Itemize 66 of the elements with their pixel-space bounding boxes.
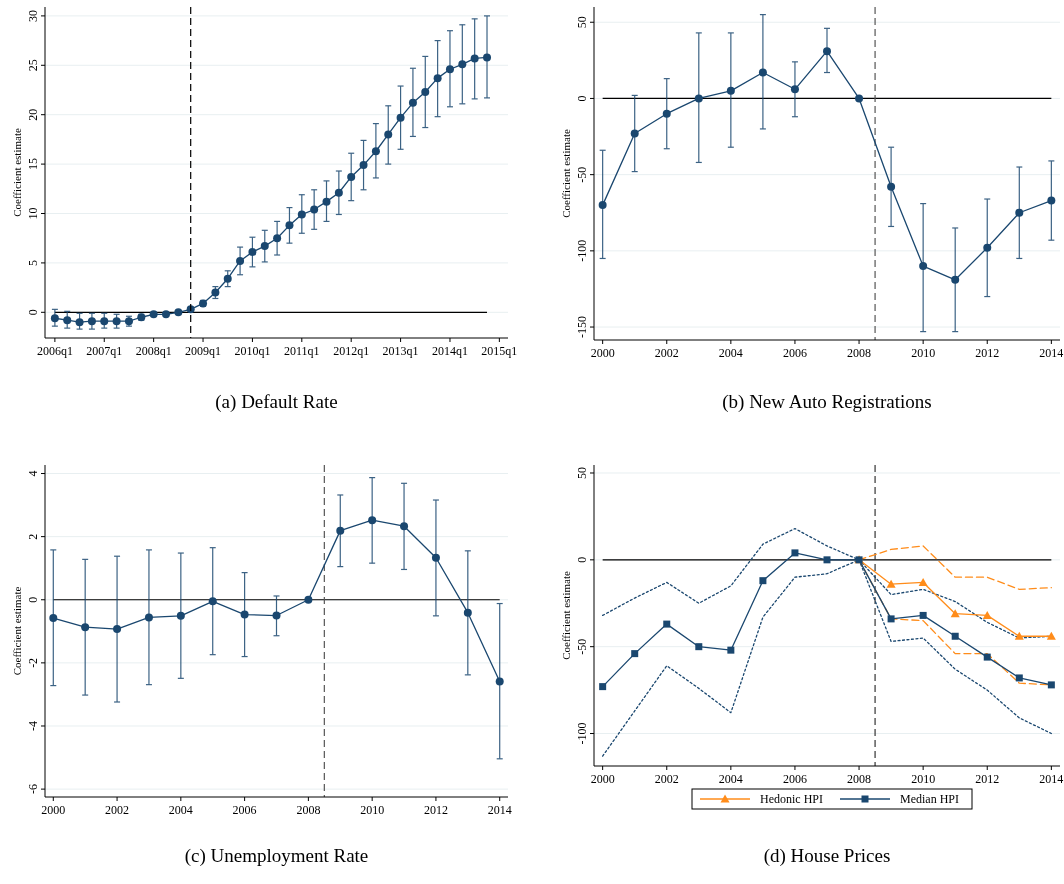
y-axis-title: Coefficient estimate xyxy=(560,571,572,660)
x-tick-label: 2015q1 xyxy=(481,344,518,358)
x-tick-label: 2013q1 xyxy=(382,344,419,358)
x-tick-label: 2010 xyxy=(360,803,385,817)
x-tick-label: 2002 xyxy=(654,346,679,360)
legend-label: Median HPI xyxy=(900,792,959,806)
x-tick-label: 2004 xyxy=(718,772,743,786)
y-tick-label: -4 xyxy=(26,720,40,731)
y-tick-label: 15 xyxy=(26,158,40,171)
y-tick-label: -100 xyxy=(575,239,589,262)
y-tick-label: 25 xyxy=(26,59,40,72)
y-axis-title: Coefficient estimate xyxy=(11,128,23,217)
y-tick-label: 0 xyxy=(26,596,40,603)
y-tick-label: -6 xyxy=(26,784,40,795)
legend-label: Hedonic HPI xyxy=(760,792,823,806)
x-tick-label: 2000 xyxy=(590,772,615,786)
x-tick-label: 2004 xyxy=(718,346,743,360)
y-tick-label: -2 xyxy=(26,657,40,668)
x-tick-label: 2010 xyxy=(911,346,936,360)
y-tick-label: -50 xyxy=(575,166,589,183)
y-axis-title: Coefficient estimate xyxy=(11,586,23,676)
x-tick-label: 2006 xyxy=(232,803,257,817)
y-tick-label: -100 xyxy=(575,722,589,745)
y-tick-label: 50 xyxy=(575,16,589,29)
x-tick-label: 2012 xyxy=(975,346,1000,360)
x-tick-label: 2006q1 xyxy=(36,344,73,358)
x-tick-label: 2012 xyxy=(423,803,448,817)
x-tick-label: 2008 xyxy=(847,346,872,360)
y-tick-label: 30 xyxy=(26,9,40,22)
x-tick-label: 2008 xyxy=(296,803,321,817)
x-tick-label: 2014 xyxy=(487,803,512,817)
y-axis-title: Coefficient estimate xyxy=(560,129,572,218)
x-tick-label: 2012 xyxy=(975,772,1000,786)
x-tick-label: 2002 xyxy=(654,772,679,786)
text: (c) Unemployment Rate xyxy=(184,845,369,867)
y-tick-label: 20 xyxy=(26,108,40,121)
y-tick-label: 2 xyxy=(26,533,40,540)
x-tick-label: 2010 xyxy=(911,772,936,786)
y-tick-label: -150 xyxy=(575,316,589,339)
x-tick-label: 2002 xyxy=(105,803,130,817)
x-tick-label: 2000 xyxy=(590,346,615,360)
text: (b) New Auto Registrations xyxy=(722,391,932,413)
x-tick-label: 2014 xyxy=(1039,772,1064,786)
x-tick-label: 2008q1 xyxy=(135,344,172,358)
x-tick-label: 2000 xyxy=(41,803,66,817)
y-tick-label: 50 xyxy=(575,466,589,479)
y-tick-label: 0 xyxy=(575,556,589,563)
x-tick-label: 2007q1 xyxy=(86,344,123,358)
x-tick-label: 2008 xyxy=(847,772,872,786)
y-tick-label: 10 xyxy=(26,207,40,220)
y-tick-label: 4 xyxy=(26,470,40,477)
y-tick-label: 0 xyxy=(26,309,40,316)
y-tick-label: 0 xyxy=(575,95,589,102)
text: (a) Default Rate xyxy=(215,391,338,413)
x-tick-label: 2014 xyxy=(1039,346,1064,360)
x-tick-label: 2010q1 xyxy=(234,344,271,358)
text: (d) House Prices xyxy=(763,845,891,867)
x-tick-label: 2009q1 xyxy=(185,344,222,358)
x-tick-label: 2011q1 xyxy=(284,344,320,358)
x-tick-label: 2014q1 xyxy=(431,344,468,358)
x-tick-label: 2006 xyxy=(782,346,807,360)
x-tick-label: 2004 xyxy=(168,803,193,817)
y-tick-label: 5 xyxy=(26,259,40,266)
y-tick-label: -50 xyxy=(575,638,589,655)
x-tick-label: 2006 xyxy=(782,772,807,786)
x-tick-label: 2012q1 xyxy=(333,344,370,358)
